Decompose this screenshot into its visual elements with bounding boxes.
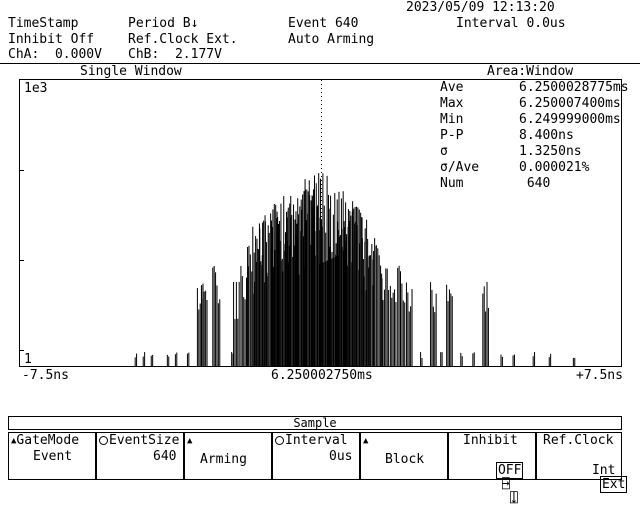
period-label: Period B↓	[128, 16, 199, 31]
histogram-bar	[134, 353, 138, 366]
histogram-bar	[381, 268, 390, 366]
datetime: 2023/05/09 12:13:20	[406, 0, 555, 15]
up-triangle-icon: ▲	[11, 436, 17, 446]
area-label: Area:Window	[487, 64, 574, 79]
arming-value: Arming	[200, 452, 247, 467]
histogram-bar	[174, 352, 178, 366]
histogram-bar	[196, 283, 204, 366]
cha-level: ChA: 0.000V	[8, 47, 102, 62]
histogram-bar	[258, 213, 279, 366]
histogram-bar	[548, 353, 552, 366]
y-tick	[20, 170, 24, 171]
interval-softkey[interactable]: Interval 0us	[272, 432, 360, 480]
histogram-bar	[240, 265, 249, 366]
x-axis-center-label: 6.250002750ms	[271, 368, 373, 383]
knob-icon	[275, 436, 284, 445]
x-axis-right-label: +7.5ns	[576, 368, 623, 383]
histogram-bar	[440, 352, 443, 366]
histogram-bar	[430, 282, 437, 366]
sample-group-header: Sample	[8, 416, 622, 430]
block-softkey[interactable]: ▲ Block	[360, 432, 448, 480]
stat-label: σ	[440, 144, 448, 159]
histogram-bar	[472, 352, 475, 366]
histogram-plot: 1e3 1	[19, 79, 622, 367]
histogram-bar	[460, 352, 463, 366]
stat-value: 0.000021%	[519, 160, 590, 175]
histogram-bar	[500, 354, 503, 366]
y-axis-bottom-label: 1	[24, 352, 32, 367]
histogram-bar	[150, 354, 154, 366]
inhibit-title: Inhibit	[463, 433, 518, 448]
inhibit-off-option[interactable]: OFF	[495, 462, 524, 479]
up-triangle-icon: ▲	[187, 436, 193, 446]
stat-label: Num	[440, 176, 464, 191]
histogram-svg	[134, 80, 576, 366]
histogram-bar	[166, 354, 170, 366]
stat-label: Ave	[440, 80, 464, 95]
refclock-softkey[interactable]: Ref.Clock Int Ext	[536, 432, 628, 493]
stat-value: 6.250007400ms	[519, 96, 621, 111]
histogram-bar	[532, 352, 536, 366]
eventsize-value: 640	[153, 449, 177, 464]
chb-level: ChB: 2.177V	[128, 47, 222, 62]
stat-value: 8.400ns	[519, 128, 574, 143]
eventsize-title: EventSize	[109, 433, 180, 448]
inhibit-mode2-icon[interactable]: ⍈	[501, 477, 510, 492]
knob-icon	[99, 436, 108, 445]
interval-title: Interval	[285, 433, 348, 448]
gatemode-value: Event	[33, 449, 73, 464]
header-divider	[0, 63, 640, 64]
x-axis-left-label: -7.5ns	[22, 368, 69, 383]
inhibit-softkey[interactable]: Inhibit OFF ⍈ ⍗	[448, 432, 536, 506]
histogram-bar	[572, 357, 576, 366]
gatemode-title: GateMode	[16, 433, 80, 448]
histogram-bar	[186, 352, 190, 366]
block-value: Block	[385, 452, 425, 467]
histogram-bar	[512, 354, 515, 366]
interval-value: 0us	[329, 449, 353, 464]
stat-label: Max	[440, 96, 464, 111]
gatemode-softkey[interactable]: ▲GateMode Event	[8, 432, 96, 480]
histogram-bar	[200, 285, 208, 366]
stat-label: Min	[440, 112, 464, 127]
histogram-bar	[482, 281, 489, 366]
histogram-bar	[352, 217, 370, 366]
ref-clock-status: Ref.Clock Ext.	[128, 32, 238, 47]
interval-label: Interval 0.0us	[456, 16, 566, 31]
refclock-ext-option[interactable]: Ext	[599, 476, 628, 493]
inhibit-mode3-icon[interactable]: ⍗	[509, 491, 518, 506]
histogram-bar	[389, 285, 397, 366]
up-triangle-icon: ▲	[363, 436, 369, 446]
histogram-bar	[142, 352, 146, 366]
histogram-bar	[231, 352, 234, 366]
arming-status: Auto Arming	[288, 32, 375, 47]
event-count-label: Event 640	[288, 16, 359, 31]
mode-label: TimeStamp	[8, 16, 79, 31]
histogram-bar	[371, 245, 383, 366]
inhibit-status: Inhibit Off	[8, 32, 95, 47]
refclock-int-option[interactable]: Int	[591, 463, 616, 478]
eventsize-softkey[interactable]: EventSize 640	[96, 432, 184, 480]
refclock-title: Ref.Clock	[543, 433, 614, 448]
softkey-bar: Sample ▲GateMode Event EventSize 640 ▲ A…	[8, 416, 628, 506]
stat-value: 640	[519, 176, 551, 191]
stat-value: 6.2500028775ms	[519, 80, 629, 95]
stat-label: σ/Ave	[440, 160, 480, 175]
y-tick	[20, 350, 24, 351]
stat-label: P-P	[440, 128, 464, 143]
window-title: Single Window	[80, 64, 182, 79]
histogram-bar	[420, 352, 423, 366]
histogram-bar	[397, 265, 406, 366]
y-tick	[20, 260, 24, 261]
y-axis-top-label: 1e3	[24, 81, 48, 96]
histogram-bar	[212, 265, 221, 366]
histogram-bar	[405, 282, 413, 366]
stat-value: 1.3250ns	[519, 144, 582, 159]
stat-value: 6.249999000ms	[519, 112, 621, 127]
histogram-bar	[233, 281, 240, 366]
histogram-bar	[446, 284, 453, 366]
arming-softkey[interactable]: ▲ Arming	[184, 432, 272, 480]
